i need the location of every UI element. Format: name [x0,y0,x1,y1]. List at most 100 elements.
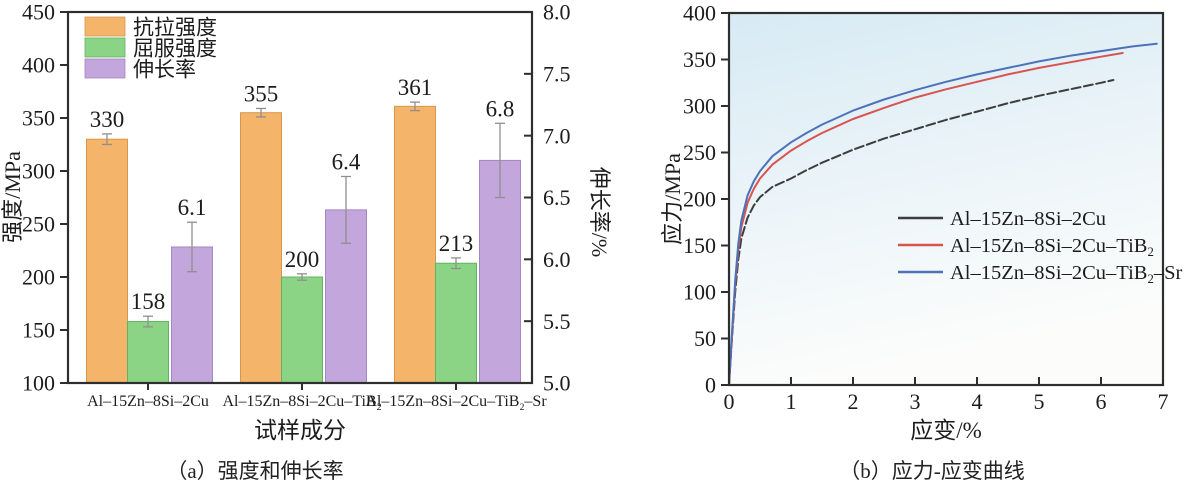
text-run: 200 [683,187,716,212]
legend-label-0: 抗拉强度 [133,15,217,39]
text-run: 伸长率/% [587,167,612,257]
x-tick-label: 5 [1034,389,1045,414]
text-run: 6.1 [178,195,207,220]
text-run: 6.5 [543,185,571,210]
text-run: 5 [1034,389,1045,414]
text-run: 应变/% [910,418,982,443]
bar-1-1 [281,276,323,384]
bar-value-label: 213 [439,231,474,256]
text-run: 330 [90,107,125,132]
bar-value-label: 200 [285,247,320,272]
text-run: 0 [705,373,716,398]
text-run: 7 [1158,389,1169,414]
text-run: Al–15Zn–8Si–2Cu–TiB [950,235,1147,257]
text-run: 361 [398,75,433,100]
text-run: 强度/MPa [0,151,25,243]
text-run: Al–15Zn–8Si–2Cu [950,208,1106,230]
x-tick-label: 0 [724,389,735,414]
text-run: 6.8 [486,96,515,121]
legend-label-2: 伸长率 [133,57,196,81]
bar-1-2 [435,262,477,384]
text-run: 350 [683,47,716,72]
bar-value-label: 6.1 [178,195,207,220]
subscript: 2 [519,402,524,413]
subscript: 2 [1147,245,1153,259]
bar-0-2 [394,105,436,384]
text-run: 8.0 [543,0,571,25]
text-run: 7.5 [543,62,571,87]
x-tick-label: 4 [972,389,983,414]
text-run: 100 [22,371,55,396]
text-run: 2 [848,389,859,414]
legend-label-1: 屈服强度 [133,36,217,60]
x-category-label: Al–15Zn–8Si–2Cu–TiB2 [222,393,381,413]
curve-2 [728,42,1158,386]
y-right-tick-label: 7.0 [543,123,571,148]
x-category-label: Al–15Zn–8Si–2Cu [87,393,209,410]
x-tick-label: 7 [1158,389,1169,414]
bar-value-label: 330 [90,107,125,132]
text-run: 3 [910,389,921,414]
y-axis-title: 应力/MPa [660,153,685,245]
text-run: 450 [22,0,55,25]
x-tick-label: 3 [910,389,921,414]
y-left-tick-label: 250 [22,212,55,237]
text-run: 400 [683,1,716,26]
y-left-tick-label: 350 [22,106,55,131]
legend-swatch-1 [84,37,126,58]
text-run: 6 [1096,389,1107,414]
y-tick-label: 100 [683,280,716,305]
caption-b: （b）应力-应变曲线 [839,459,1025,483]
bar-value-label: 158 [131,289,166,314]
text-run: 屈服强度 [133,36,217,60]
text-run: 伸长率 [133,57,196,81]
y-right-axis-title: 伸长率/% [587,167,612,257]
y-tick-label: 250 [683,140,716,165]
text-run: 300 [683,94,716,119]
plot-background [729,13,1163,385]
bar-1-0 [127,321,169,384]
y-left-tick-label: 100 [22,371,55,396]
text-run: 150 [683,233,716,258]
y-left-tick-label: 200 [22,265,55,290]
y-tick-label: 350 [683,47,716,72]
text-run: Al–15Zn–8Si–2Cu–TiB [222,393,376,410]
line-chart-stress-strain: 0 1 2 3 4 5 6 7 0 50 100 150 200 250 300 350 400 应变/% 应力/M… [660,1,1182,443]
text-run: Al–15Zn–8Si–2Cu–TiB [365,393,519,410]
text-run: Al–15Zn–8Si–2Cu [87,393,209,410]
text-run: 350 [22,106,55,131]
bar-chart-strength-elongation: 330 355 361 158 200 213 6.1 6.4 6.8 100 150 200 250 3… [0,0,612,443]
bar-value-label: 6.4 [332,149,361,174]
bar-value-label: 6.8 [486,96,515,121]
y-tick-label: 50 [694,326,716,351]
y-left-tick-label: 450 [22,0,55,25]
text-run: 200 [22,265,55,290]
text-run: 158 [131,289,166,314]
bar-value-label: 355 [244,81,279,106]
y-left-tick-label: 400 [22,53,55,78]
text-run: 5.0 [543,371,571,396]
y-tick-label: 200 [683,187,716,212]
bar-value-label: 361 [398,75,433,100]
y-right-tick-label: 8.0 [543,0,571,25]
x-axis-title: 应变/% [910,418,982,443]
legend-swatch-0 [84,16,126,37]
x-tick-label: 1 [786,389,797,414]
curve-0 [728,79,1115,386]
subscript: 2 [377,402,382,413]
text-run: 6.0 [543,247,571,272]
y-right-tick-label: 6.0 [543,247,571,272]
text-run: 250 [683,140,716,165]
legend-label-0: Al–15Zn–8Si–2Cu [950,208,1106,230]
y-tick-label: 150 [683,233,716,258]
y-tick-label: 0 [705,373,716,398]
text-run: 6.4 [332,149,361,174]
x-tick-label: 6 [1096,389,1107,414]
text-run: 应力/MPa [660,153,685,245]
text-run: 150 [22,318,55,343]
text-run: 7.0 [543,123,571,148]
text-run: 100 [683,280,716,305]
legend-label-1: Al–15Zn–8Si–2Cu–TiB2 [950,235,1154,259]
x-axis-title: 试样成分 [254,418,346,443]
